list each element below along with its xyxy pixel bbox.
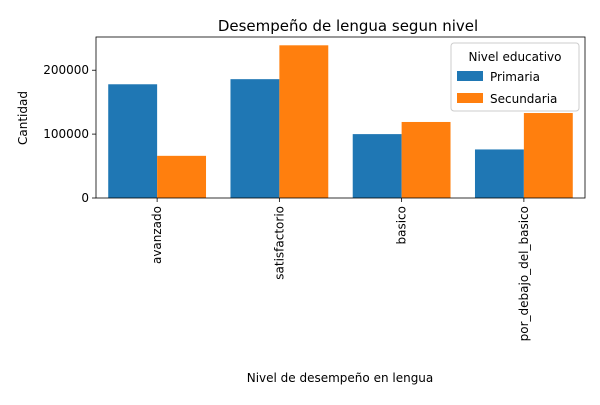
chart-title: Desempeño de lengua segun nivel (218, 17, 478, 35)
legend-swatch-primaria (457, 71, 483, 81)
bars-group (108, 45, 573, 198)
legend: Nivel educativo Primaria Secundaria (450, 42, 580, 112)
legend-swatch-secundaria (457, 93, 483, 103)
y-axis-label: Cantidad (16, 91, 30, 145)
x-tick-label: avanzado (150, 206, 164, 264)
plot-frame (95, 36, 586, 199)
legend-label-secundaria: Secundaria (490, 92, 557, 106)
bar-secundaria-avanzado (157, 155, 207, 198)
y-tick-label: 100000 (43, 127, 89, 141)
legend-title: Nivel educativo (469, 50, 562, 64)
bar-primaria-avanzado (108, 84, 158, 198)
bar-primaria-basico (352, 134, 402, 198)
bar-primaria-por_debajo_del_basico (474, 149, 524, 198)
bar-secundaria-basico (401, 121, 451, 198)
x-tick-label: por_debajo_del_basico (517, 206, 531, 341)
bar-secundaria-satisfactorio (279, 45, 329, 198)
x-axis-label: Nivel de desempeño en lengua (247, 371, 434, 385)
x-tick-label: satisfactorio (272, 206, 286, 280)
y-tick-label: 200000 (43, 63, 89, 77)
x-tick-label: basico (395, 206, 409, 245)
legend-label-primaria: Primaria (490, 70, 540, 84)
bar-secundaria-por_debajo_del_basico (523, 113, 573, 198)
axes-group: avanzado satisfactorio basico por_debajo_de… (43, 36, 586, 341)
y-tick-label: 0 (81, 191, 89, 205)
bar-primaria-satisfactorio (230, 79, 280, 198)
